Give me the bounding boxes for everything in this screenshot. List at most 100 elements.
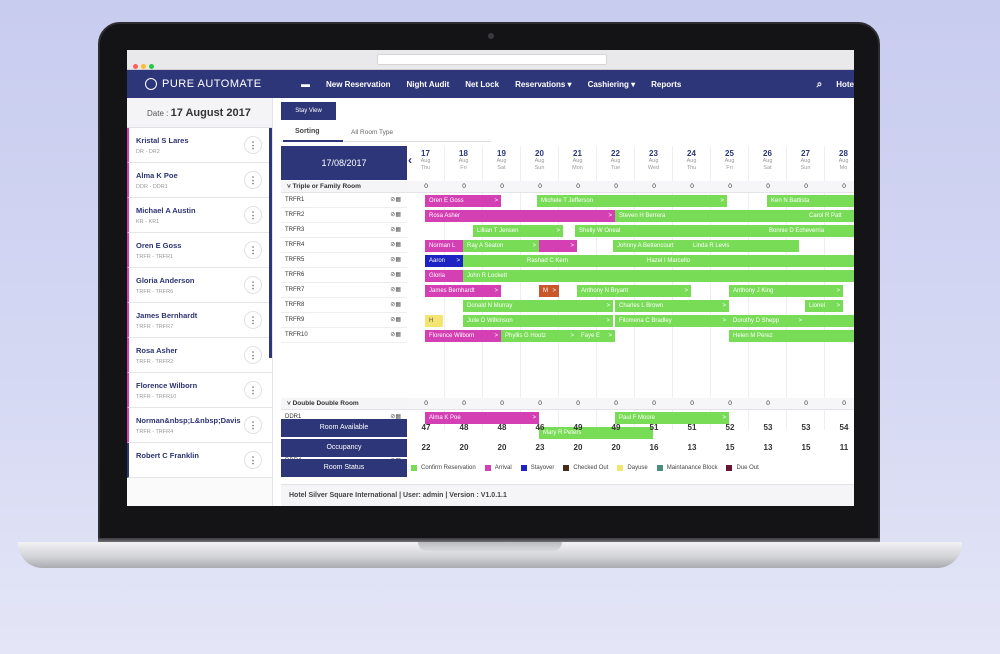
booking-bar[interactable]: Helen M Perez bbox=[729, 330, 854, 342]
day-column-header[interactable]: 22 Aug Tue bbox=[597, 146, 635, 180]
block-icon[interactable]: ⊘▦ bbox=[390, 302, 401, 308]
booking-bar[interactable]: Linda R Levis bbox=[689, 240, 799, 252]
booking-bar[interactable]: Shelly W Oneal bbox=[575, 225, 765, 237]
room-label[interactable]: TRFR1 ⊘▦ bbox=[281, 193, 407, 208]
booking-bar[interactable] bbox=[805, 315, 854, 327]
guest-card[interactable]: Alma K Poe DDR - DDR1 ⋮ bbox=[127, 163, 272, 198]
guest-card[interactable]: Michael A Austin KR - KR1 ⋮ bbox=[127, 198, 272, 233]
nav-net-lock[interactable]: Net Lock bbox=[465, 79, 500, 89]
guest-card[interactable]: James Bernhardt TRFR - TRFR7 ⋮ bbox=[127, 303, 272, 338]
window-controls[interactable] bbox=[133, 56, 157, 74]
booking-bar[interactable]: Donald N Murray > bbox=[463, 300, 613, 312]
logo[interactable]: PURE AUTOMATE bbox=[145, 78, 262, 90]
tab-sorting[interactable]: Sorting bbox=[295, 128, 320, 135]
nav-hotel[interactable]: Hote bbox=[836, 79, 854, 89]
more-options-icon[interactable]: ⋮ bbox=[244, 346, 262, 364]
block-icon[interactable]: ⊘▦ bbox=[390, 197, 401, 203]
booking-bar[interactable]: Phyllis G Houtz > bbox=[501, 330, 577, 342]
booking-bar[interactable]: Norman L bbox=[425, 240, 463, 252]
booking-bar[interactable]: Gloria bbox=[425, 270, 463, 282]
booking-bar[interactable]: Anthony J King > bbox=[729, 285, 843, 297]
block-icon[interactable]: ⊘▦ bbox=[390, 242, 401, 248]
day-column-header[interactable]: 21 Aug Mon bbox=[559, 146, 597, 180]
booking-bar[interactable]: Hazel I Marcello bbox=[613, 255, 854, 267]
nav-new-reservation[interactable]: New Reservation bbox=[326, 79, 391, 89]
guest-card[interactable]: Florence Wilborn TRFR - TRFR10 ⋮ bbox=[127, 373, 272, 408]
booking-bar[interactable]: Lillian T Jensen > bbox=[473, 225, 563, 237]
day-column-header[interactable]: 18 Aug Fri bbox=[445, 146, 483, 180]
booking-bar[interactable]: Michele T Jefferson > bbox=[537, 195, 727, 207]
more-options-icon[interactable]: ⋮ bbox=[244, 276, 262, 294]
day-column-header[interactable]: 20 Aug Sun bbox=[521, 146, 559, 180]
current-date[interactable]: 17/08/2017 bbox=[281, 146, 407, 180]
booking-bar[interactable]: Ray A Seaton > bbox=[463, 240, 539, 252]
booking-bar[interactable]: Rashad C Kern bbox=[463, 255, 613, 267]
block-icon[interactable]: ⊘▦ bbox=[390, 332, 401, 338]
more-options-icon[interactable]: ⋮ bbox=[244, 171, 262, 189]
day-column-header[interactable]: 23 Aug Wed bbox=[635, 146, 673, 180]
booking-bar[interactable]: Ken N Battista bbox=[767, 195, 854, 207]
nav-cashiering[interactable]: Cashiering ▾ bbox=[587, 79, 636, 89]
booking-bar[interactable]: Paul F Moore > bbox=[615, 412, 729, 424]
nav-reports[interactable]: Reports bbox=[651, 79, 682, 89]
more-options-icon[interactable]: ⋮ bbox=[244, 241, 262, 259]
nav-night-audit[interactable]: Night Audit bbox=[406, 79, 450, 89]
booking-bar[interactable]: M > bbox=[539, 285, 559, 297]
more-options-icon[interactable]: ⋮ bbox=[244, 451, 262, 469]
day-column-header[interactable]: 17 Aug Thu bbox=[407, 146, 445, 180]
booking-bar[interactable]: Florence Wilborn > bbox=[425, 330, 501, 342]
booking-bar[interactable]: Bonnie D Echeverria bbox=[765, 225, 854, 237]
room-label[interactable]: TRFR9 ⊘▦ bbox=[281, 313, 407, 328]
block-icon[interactable]: ⊘▦ bbox=[390, 212, 401, 218]
room-label[interactable]: TRFR6 ⊘▦ bbox=[281, 268, 407, 283]
address-bar[interactable] bbox=[377, 54, 607, 65]
booking-bar[interactable]: Alma K Poe > bbox=[425, 412, 539, 424]
booking-bar[interactable]: Faye E > bbox=[577, 330, 615, 342]
booking-bar[interactable]: John R Lockett bbox=[463, 270, 854, 282]
block-icon[interactable]: ⊘▦ bbox=[390, 272, 401, 278]
booking-bar[interactable]: Charles L Brown > bbox=[615, 300, 729, 312]
more-options-icon[interactable]: ⋮ bbox=[244, 381, 262, 399]
day-column-header[interactable]: 28 Aug Mo bbox=[825, 146, 854, 180]
tab-all-room-type[interactable]: All Room Type bbox=[351, 129, 394, 136]
guest-card[interactable]: Robert C Franklin ⋮ bbox=[127, 443, 272, 478]
booking-bar[interactable]: Dorothy D Shepp > bbox=[729, 315, 805, 327]
block-icon[interactable]: ⊘▦ bbox=[390, 257, 401, 263]
booking-bar[interactable]: Carol R Patt bbox=[805, 210, 854, 222]
room-label[interactable]: TRFR5 ⊘▦ bbox=[281, 253, 407, 268]
block-icon[interactable]: ⊘▦ bbox=[390, 414, 401, 420]
day-column-header[interactable]: 26 Aug Sat bbox=[749, 146, 787, 180]
booking-bar[interactable]: Lionel > bbox=[805, 300, 843, 312]
search-icon[interactable]: ⌕ bbox=[816, 78, 823, 90]
more-options-icon[interactable]: ⋮ bbox=[244, 416, 262, 434]
more-options-icon[interactable]: ⋮ bbox=[244, 136, 262, 154]
booking-bar[interactable]: James Bernhardt > bbox=[425, 285, 501, 297]
booking-bar[interactable]: Rosa Asher > bbox=[425, 210, 615, 222]
dayuse-bar[interactable]: H bbox=[425, 315, 443, 327]
bed-icon[interactable]: ▬ bbox=[301, 79, 310, 89]
more-options-icon[interactable]: ⋮ bbox=[244, 311, 262, 329]
room-type-header[interactable]: ˅ Triple or Family Room bbox=[281, 181, 407, 193]
booking-bar[interactable]: > bbox=[539, 240, 577, 252]
room-label[interactable]: TRFR7 ⊘▦ bbox=[281, 283, 407, 298]
day-column-header[interactable]: 24 Aug Thu bbox=[673, 146, 711, 180]
room-label[interactable]: TRFR10 ⊘▦ bbox=[281, 328, 407, 343]
scrollbar[interactable] bbox=[269, 128, 272, 358]
booking-bar[interactable]: Oren E Goss > bbox=[425, 195, 501, 207]
booking-bar[interactable]: Aaron > bbox=[425, 255, 463, 267]
block-icon[interactable]: ⊘▦ bbox=[390, 317, 401, 323]
day-column-header[interactable]: 27 Aug Sun bbox=[787, 146, 825, 180]
room-label[interactable]: TRFR2 ⊘▦ bbox=[281, 208, 407, 223]
booking-bar[interactable]: Filomena C Bradley > bbox=[615, 315, 729, 327]
day-column-header[interactable]: 25 Aug Fri bbox=[711, 146, 749, 180]
guest-card[interactable]: Oren E Goss TRFR - TRFR1 ⋮ bbox=[127, 233, 272, 268]
more-options-icon[interactable]: ⋮ bbox=[244, 206, 262, 224]
block-icon[interactable]: ⊘▦ bbox=[390, 227, 401, 233]
room-type-header[interactable]: ˅ Double Double Room bbox=[281, 398, 407, 410]
room-label[interactable]: TRFR3 ⊘▦ bbox=[281, 223, 407, 238]
nav-reservations[interactable]: Reservations ▾ bbox=[515, 79, 572, 89]
guest-card[interactable]: Rosa Asher TRFR - TRFR2 ⋮ bbox=[127, 338, 272, 373]
guest-card[interactable]: Gloria Anderson TRFR - TRFR6 ⋮ bbox=[127, 268, 272, 303]
chevron-left-icon[interactable]: ‹ bbox=[408, 153, 412, 167]
booking-bar[interactable]: Julie D Wilkinson > bbox=[463, 315, 613, 327]
